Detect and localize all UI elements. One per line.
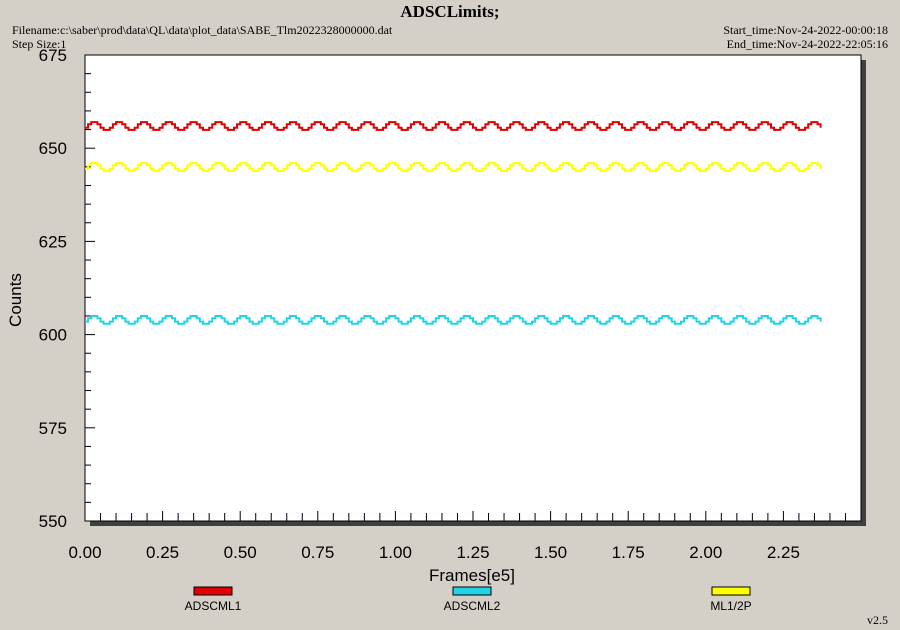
x-tick-label: 2.25	[767, 543, 800, 562]
legend-label: ML1/2P	[710, 599, 751, 613]
x-tick-label: 1.75	[612, 543, 645, 562]
x-tick-label: 1.50	[534, 543, 567, 562]
y-axis-label: Counts	[6, 273, 25, 327]
start-time-text: Start_time:Nov-24-2022-00:00:18	[723, 23, 888, 37]
x-tick-label: 1.00	[379, 543, 412, 562]
series-line-ml1-2p	[85, 162, 822, 172]
end-time-text: End_time:Nov-24-2022-22:05:16	[726, 37, 888, 51]
plot-area	[84, 54, 862, 522]
series-line-adscml1	[85, 121, 822, 131]
filename-text: Filename:c:\saber\prod\data\QL\data\plot…	[12, 23, 393, 37]
x-tick-label: 0.00	[68, 543, 101, 562]
x-tick-label: 0.25	[146, 543, 179, 562]
x-tick-label: 1.25	[456, 543, 489, 562]
time-info: Start_time:Nov-24-2022-00:00:18 End_time…	[723, 23, 888, 51]
legend-label: ADSCML2	[444, 599, 501, 613]
y-tick-label: 650	[39, 139, 67, 158]
legend-swatch	[452, 586, 492, 596]
y-tick-label: 575	[39, 419, 67, 438]
legend: ADSCML1 ADSCML2 ML1/2P	[185, 586, 752, 613]
version-text: v2.5	[867, 613, 888, 627]
x-tick-label: 2.00	[689, 543, 722, 562]
y-tick-label: 675	[39, 46, 67, 65]
x-axis-label: Frames[e5]	[429, 566, 515, 585]
step-size-text: Step Size:1	[12, 37, 67, 51]
legend-swatch	[711, 586, 751, 596]
legend-swatch	[193, 586, 233, 596]
y-tick-label: 550	[39, 512, 67, 531]
y-tick-label: 625	[39, 232, 67, 251]
legend-label: ADSCML1	[185, 599, 242, 613]
chart-title: ADSCLimits;	[400, 2, 500, 21]
x-tick-label: 0.50	[224, 543, 257, 562]
y-tick-label: 600	[39, 326, 67, 345]
series-line-adscml2	[85, 315, 822, 325]
file-info: Filename:c:\saber\prod\data\QL\data\plot…	[12, 23, 392, 51]
x-tick-label: 0.75	[301, 543, 334, 562]
